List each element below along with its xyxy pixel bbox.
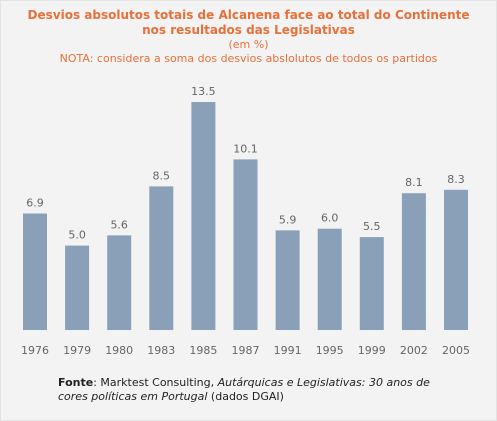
value-label-1991: 5.9	[279, 213, 297, 226]
bar-1995	[317, 228, 342, 330]
bar-1979	[65, 245, 90, 330]
value-label-1985: 13.5	[191, 85, 216, 98]
chart-header: Desvios absolutos totais de Alcanena fac…	[0, 8, 497, 66]
value-label-1995: 6.0	[321, 212, 339, 225]
tick-label-1980: 1980	[105, 344, 133, 357]
source-label: Fonte	[58, 376, 94, 389]
bar-1976	[23, 213, 47, 330]
bar-1987	[233, 159, 258, 330]
bar-chart: 6.9 1976 5.0 1979 5.6 1980 8.5 1983 13.5 1985 10.1…	[21, 85, 470, 357]
bar-1983	[149, 186, 174, 330]
bar-2002	[401, 193, 426, 330]
value-label-1983: 8.5	[153, 169, 171, 182]
source-italic: Autárquicas e Legislativas: 30 anos de c…	[58, 376, 430, 403]
source-text-2: (dados DGAI)	[207, 390, 284, 403]
bar-2005	[444, 189, 468, 330]
source-note: Fonte: Marktest Consulting, Autárquicas …	[58, 376, 458, 404]
chart-unit: (em %)	[228, 38, 269, 51]
value-label-2002: 8.1	[405, 176, 423, 189]
tick-label-1983: 1983	[147, 344, 175, 357]
chart-title-line-2: nos resultados das Legislativas	[142, 23, 355, 37]
value-label-1976: 6.9	[26, 197, 44, 210]
value-label-2005: 8.3	[447, 173, 465, 186]
source-text-1: : Marktest Consulting,	[93, 376, 218, 389]
tick-label-1976: 1976	[21, 344, 49, 357]
bar-1999	[359, 237, 384, 330]
tick-label-1995: 1995	[316, 344, 344, 357]
bar-1985	[191, 102, 216, 330]
tick-label-1985: 1985	[189, 344, 217, 357]
value-label-1979: 5.0	[68, 229, 86, 242]
value-label-1999: 5.5	[363, 220, 381, 233]
value-label-1980: 5.6	[110, 218, 128, 231]
tick-label-1987: 1987	[232, 344, 260, 357]
bar-1980	[107, 235, 132, 330]
bar-1991	[275, 230, 300, 330]
value-label-1987: 10.1	[233, 142, 258, 155]
tick-label-1979: 1979	[63, 344, 91, 357]
chart-note: NOTA: considera a soma dos desvios abslo…	[59, 52, 438, 65]
tick-label-2002: 2002	[400, 344, 428, 357]
tick-label-1991: 1991	[274, 344, 302, 357]
tick-label-2005: 2005	[442, 344, 470, 357]
chart-title-line-1: Desvios absolutos totais de Alcanena fac…	[27, 8, 470, 22]
tick-label-1999: 1999	[358, 344, 386, 357]
